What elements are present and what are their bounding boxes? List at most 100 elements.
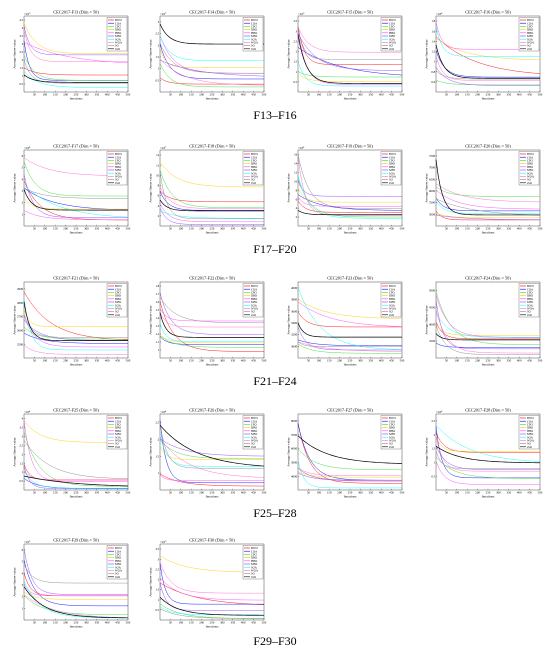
y-tick-label: 3.5 [293, 19, 297, 23]
x-axis-label: Iterations [344, 96, 357, 100]
x-axis-label: Iterations [344, 230, 357, 234]
legend-label: SO [527, 442, 531, 446]
x-tick-label: 350 [506, 93, 511, 97]
legend-label: WOA [527, 40, 535, 44]
legend-label: WOA [115, 568, 123, 572]
series-line-soa [297, 287, 403, 350]
x-tick-label: 200 [475, 227, 480, 231]
legend-label: MFO [389, 300, 395, 304]
series-line-dbo [159, 161, 264, 188]
y-tick-label: 0.5 [431, 474, 435, 478]
row-label-f13-f16: F13–F16 [253, 108, 297, 122]
legend-label: BWO [115, 546, 122, 550]
series-line-mfo [23, 173, 128, 218]
series-line-soa [297, 61, 402, 87]
x-tick-label: 450 [389, 359, 394, 363]
legend-label: SO [251, 442, 255, 446]
x-tick-label: 50 [33, 227, 37, 231]
x-tick-label: 350 [230, 227, 235, 231]
series-line-cpo [23, 161, 128, 197]
y-tick-label: 1 [158, 598, 160, 602]
legend-label: SOA [389, 303, 396, 307]
series-line-dbo [435, 324, 540, 336]
x-tick-label: 500 [538, 93, 543, 97]
legend-label: HHO [251, 297, 257, 301]
y-tick-label: 0.8 [431, 70, 435, 74]
x-tick-label: 500 [538, 359, 543, 363]
y-tick-label: 1 [22, 74, 24, 78]
series-line-mfo [159, 292, 264, 335]
x-tick-label: 100 [42, 359, 47, 363]
y-tick-label: 1 [22, 606, 24, 610]
series-line-woa [435, 183, 541, 203]
x-axis-label: Iterations [70, 362, 83, 366]
chart-panel-24: CEC2017-F24 (Dim = 50) 3500 4000 4500 5000 50… [424, 274, 544, 367]
series-line-bwo [435, 432, 540, 453]
chart-title: CEC2017-F21 (Dim = 50) [53, 276, 99, 281]
x-tick-label: 500 [400, 491, 405, 495]
row-label-f25-f28: F25–F28 [253, 506, 297, 520]
legend-label: aSO [527, 445, 532, 449]
x-tick-label: 400 [517, 359, 522, 363]
y-tick-label: 7000 [291, 433, 298, 437]
legend-label: CPO [389, 24, 395, 28]
legend-label: WOA [115, 174, 123, 178]
x-tick-label: 350 [230, 93, 235, 97]
y-tick-label: 4000 [291, 474, 298, 478]
series-line-woa [23, 29, 128, 62]
legend-label: COA [389, 419, 396, 423]
y-tick-label: 2.5 [155, 567, 159, 571]
legend-label: WOA [115, 40, 123, 44]
legend-label: BWO [527, 284, 534, 288]
y-tick-label: 1 [22, 470, 24, 474]
legend-label: MFO [527, 168, 533, 172]
legend-label: aSO [115, 47, 120, 51]
x-tick-label: 250 [74, 359, 79, 363]
legend-label: HHO [251, 165, 257, 169]
y-tick-label: 4000 [291, 286, 298, 290]
chart-title: CEC2017-F17 (Dim = 50) [53, 144, 99, 149]
series-line-aso [435, 333, 540, 341]
x-tick-label: 50 [33, 621, 37, 625]
x-tick-label: 500 [126, 227, 131, 231]
series-line-so [159, 297, 265, 324]
x-tick-label: 50 [307, 359, 311, 363]
legend-label: DBO [527, 28, 533, 32]
y-tick-label: 12 [156, 163, 160, 167]
legend-label: SOA [251, 565, 258, 569]
legend-label: BWO [115, 416, 122, 420]
y-axis-label: Average fitness value [149, 39, 153, 69]
legend-label: HHO [389, 429, 395, 433]
y-tick-label: 12 [294, 170, 298, 174]
y-tick-label: 2 [158, 214, 160, 218]
legend-label: SOA [251, 303, 258, 307]
series-line-so [435, 198, 541, 216]
y-tick-label: 2 [22, 201, 24, 205]
x-tick-label: 50 [445, 227, 449, 231]
legend-label: MFO [115, 432, 121, 436]
series-line-woa [435, 309, 540, 354]
series-line-woa [435, 55, 540, 81]
legend-label: SO [527, 178, 531, 182]
y-axis-label: Average fitness value [13, 173, 17, 203]
x-axis-label: Iterations [482, 362, 495, 366]
legend-label: WOA [527, 306, 535, 310]
x-axis-label: Iterations [206, 96, 219, 100]
x-tick-label: 150 [189, 491, 194, 495]
chart-panel-15: CEC2017-F15 (Dim = 50) ×10⁹ 0.5 1 1.5 2 2.5 3 3.… [286, 8, 406, 101]
x-tick-label: 450 [389, 227, 394, 231]
x-axis-label: Iterations [482, 494, 495, 498]
series-line-aso [159, 312, 264, 338]
y-tick-label: 14 [156, 153, 160, 157]
x-tick-label: 250 [74, 621, 79, 625]
x-tick-label: 50 [169, 227, 173, 231]
axis-exponent: ×10⁵ [24, 540, 30, 544]
series-line-mfo [159, 208, 264, 225]
y-tick-label: 2700 [17, 315, 24, 319]
legend-label: BWO [115, 18, 122, 22]
legend-label: COA [527, 155, 534, 159]
series-line-coa [435, 426, 540, 479]
series-line-bwo [159, 190, 264, 203]
series-line-cpo [297, 448, 403, 471]
series-line-woa [159, 186, 264, 209]
